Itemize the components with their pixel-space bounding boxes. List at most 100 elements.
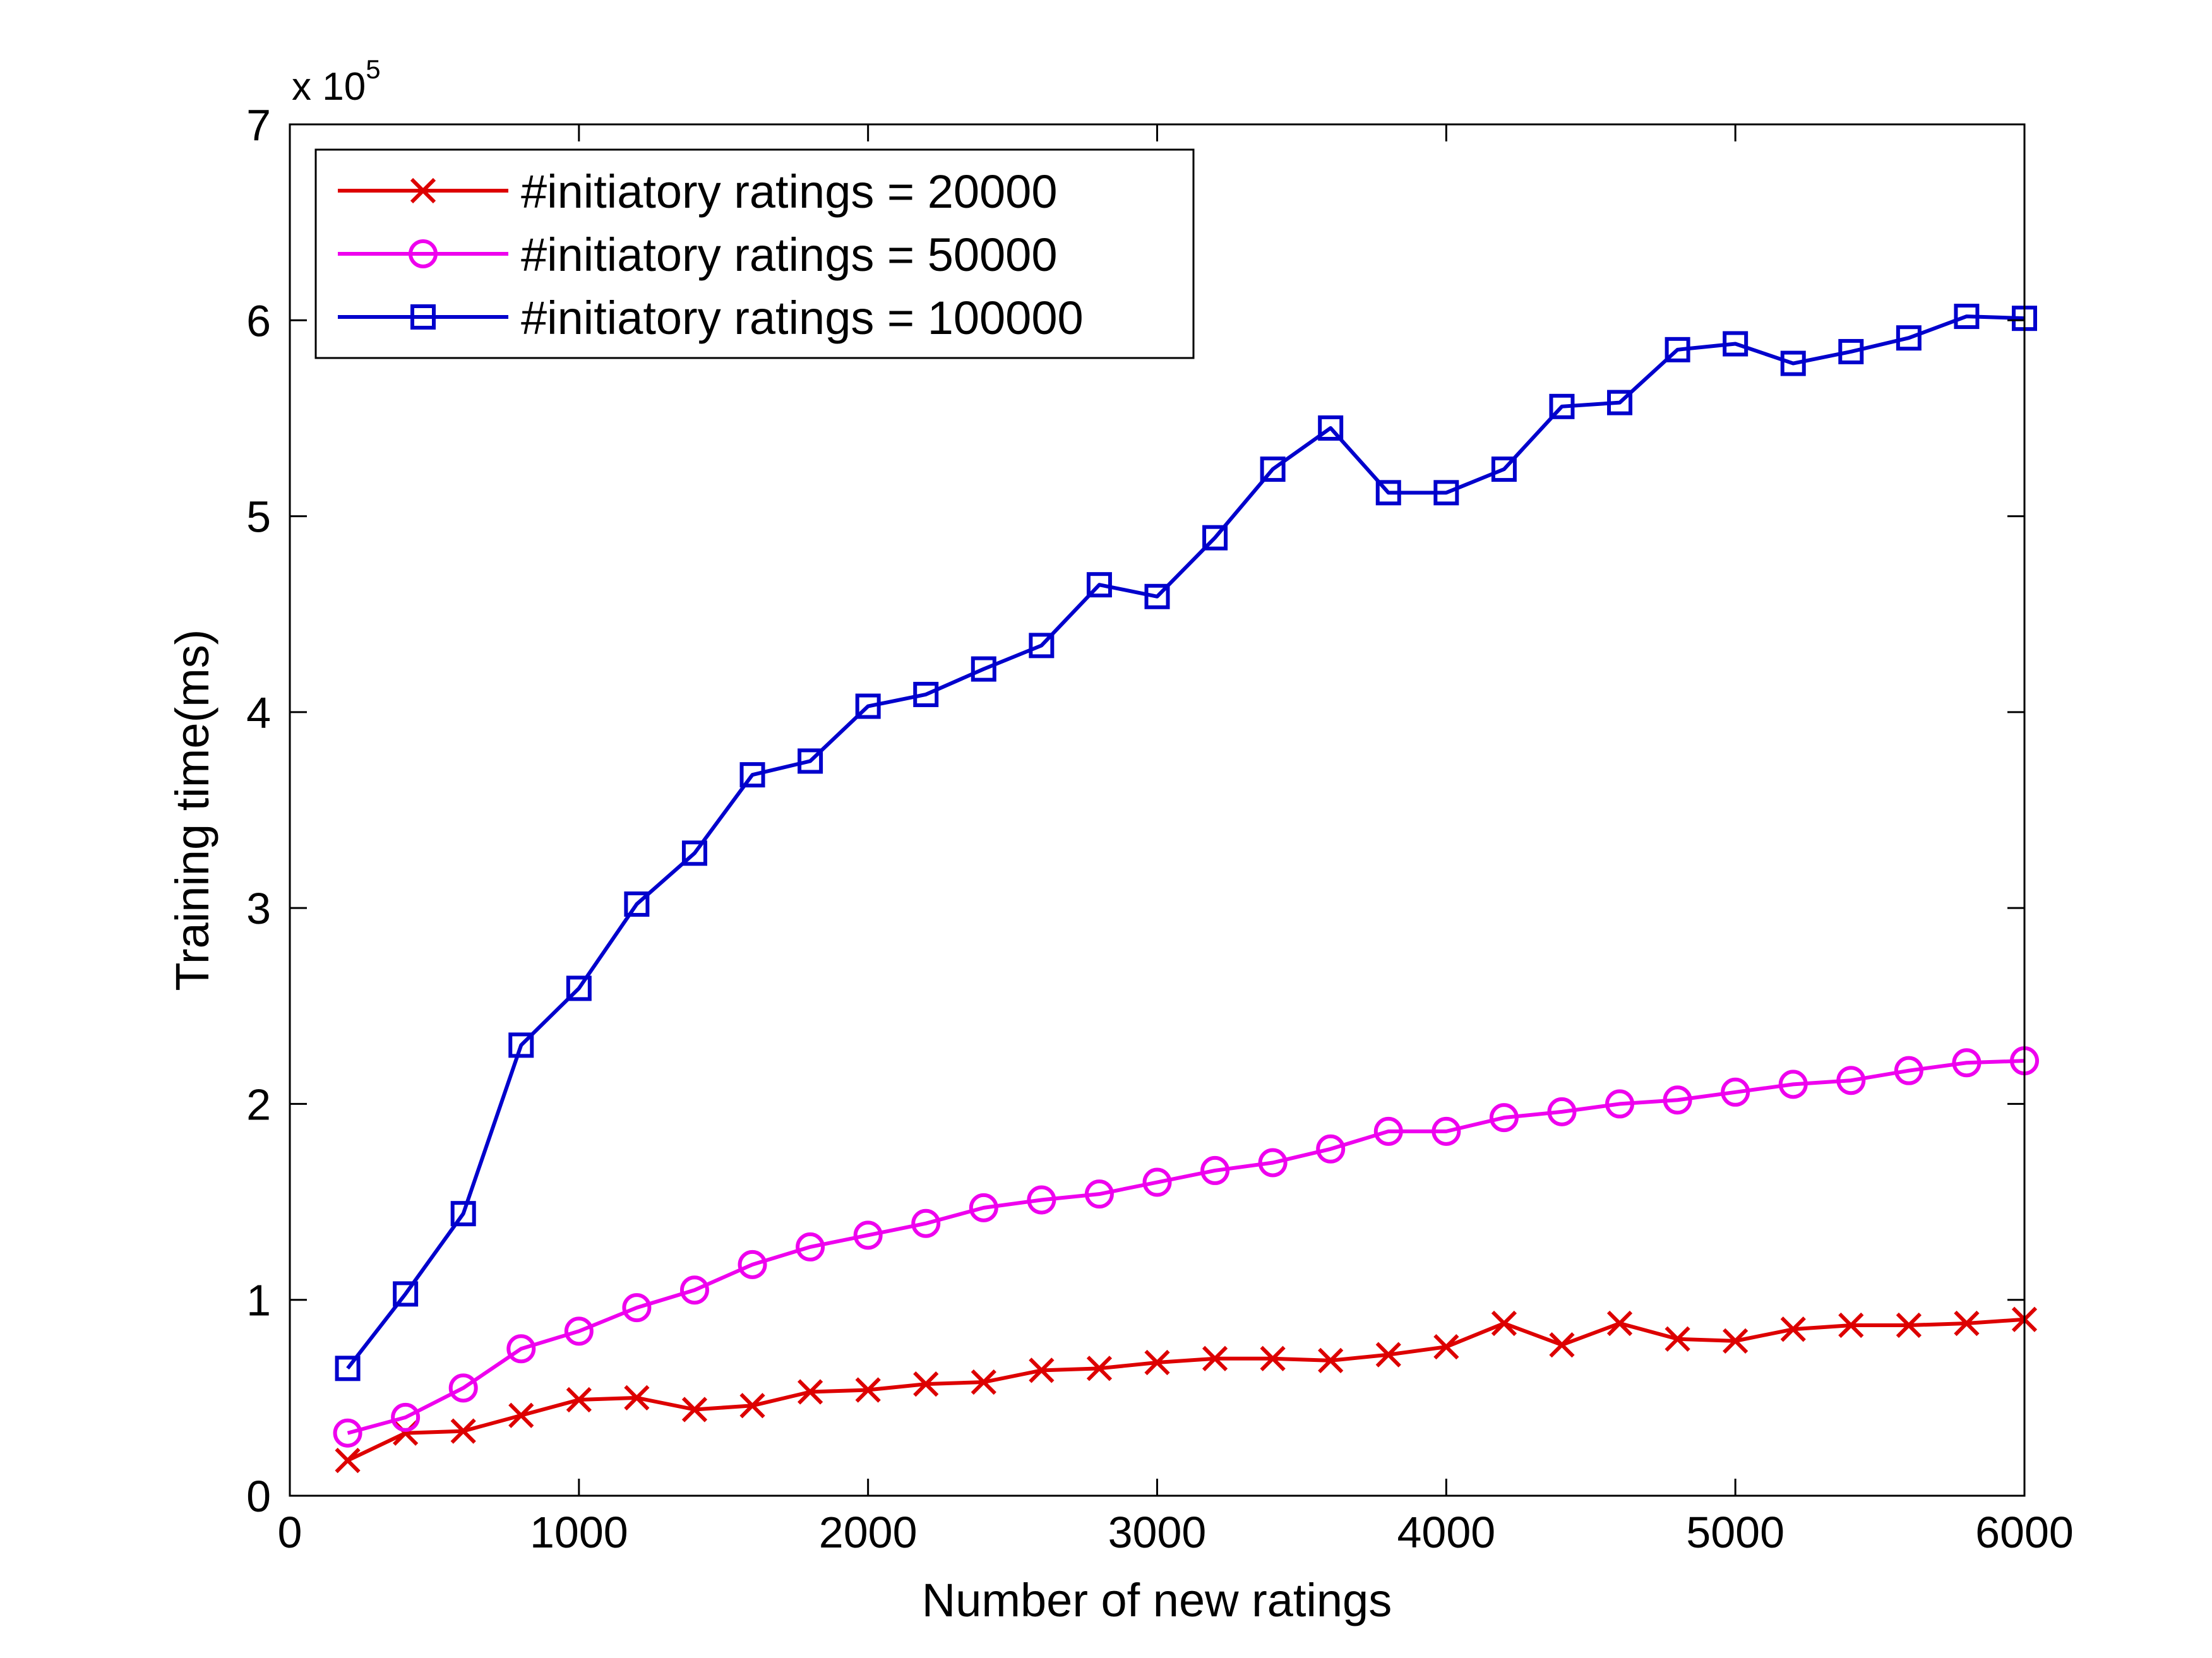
data-point — [913, 1371, 939, 1397]
data-point — [1896, 1312, 1922, 1339]
data-point — [797, 1379, 823, 1405]
data-point — [1894, 1056, 1923, 1085]
x-axis-label: Number of new ratings — [922, 1574, 1392, 1626]
data-point — [391, 1402, 421, 1432]
data-point — [1547, 1097, 1577, 1126]
data-point — [1433, 1334, 1459, 1360]
y-tick-label: 0 — [246, 1472, 271, 1521]
y-axis-exponent-power: 5 — [366, 54, 380, 84]
data-point — [1836, 1066, 1866, 1095]
data-point — [1029, 633, 1055, 659]
data-point — [1375, 480, 1401, 506]
data-point — [1086, 572, 1112, 598]
y-tick-label: 6 — [246, 296, 271, 345]
legend-item: #initiatory ratings = 50000 — [338, 229, 1057, 281]
data-point — [1491, 1310, 1517, 1337]
data-point — [1202, 1345, 1228, 1371]
legend-label: #initiatory ratings = 100000 — [521, 292, 1084, 344]
data-point — [681, 840, 707, 866]
tick-group: 0 1000 2000 3000 4000 5000 6000 0 1 2 3 4 5 6 7 — [246, 100, 2074, 1557]
data-point — [971, 656, 996, 682]
data-point — [913, 681, 939, 707]
data-point — [739, 1393, 765, 1419]
data-point — [1433, 480, 1459, 506]
data-point — [1260, 456, 1286, 482]
data-point — [1491, 456, 1517, 482]
data-point — [508, 1402, 534, 1428]
x-tick-label: 4000 — [1397, 1508, 1495, 1557]
data-point — [566, 1387, 592, 1413]
data-point — [1663, 1085, 1692, 1115]
data-point — [566, 975, 592, 1001]
data-point — [1721, 1077, 1750, 1107]
series-line — [347, 1059, 2025, 1435]
data-point — [738, 1249, 767, 1279]
data-point — [1838, 1312, 1864, 1339]
legend-label: #initiatory ratings = 20000 — [521, 165, 1057, 218]
data-point — [1318, 415, 1344, 441]
data-point — [1144, 1349, 1170, 1376]
data-point — [1778, 1070, 1808, 1099]
data-point — [853, 1220, 883, 1250]
data-point — [681, 1397, 708, 1422]
legend-swatch-marker — [409, 239, 438, 268]
data-point — [448, 1373, 478, 1403]
data-point — [1373, 1116, 1403, 1146]
data-point — [333, 1418, 362, 1448]
data-point — [1316, 1134, 1346, 1164]
series-2 — [333, 1046, 2039, 1448]
data-point — [1780, 350, 1806, 376]
data-point — [624, 891, 650, 917]
data-point — [1084, 1179, 1114, 1209]
legend: #initiatory ratings = 20000 #initiatory r… — [314, 148, 1195, 359]
y-tick-label: 7 — [246, 100, 271, 150]
data-point — [1144, 583, 1170, 609]
legend-swatch-marker — [410, 177, 436, 204]
data-point — [1723, 331, 1749, 357]
data-point — [1954, 1310, 1980, 1337]
data-point — [1260, 1345, 1286, 1371]
data-point — [1318, 1347, 1344, 1374]
data-point — [450, 1201, 476, 1227]
y-axis-exponent: x 105 — [292, 54, 381, 109]
data-point — [1607, 390, 1633, 415]
data-point — [508, 1032, 534, 1058]
data-point — [855, 693, 881, 719]
data-point — [393, 1281, 419, 1307]
legend-label: #initiatory ratings = 50000 — [521, 229, 1057, 281]
data-point — [450, 1418, 476, 1444]
y-tick-label: 1 — [246, 1276, 271, 1325]
y-tick-label: 3 — [246, 884, 271, 933]
data-point — [1258, 1148, 1288, 1178]
legend-item: #initiatory ratings = 20000 — [338, 165, 1057, 218]
data-point — [335, 1356, 361, 1381]
data-point — [739, 762, 765, 788]
data-point — [1027, 1185, 1056, 1215]
data-point — [1665, 1326, 1690, 1352]
data-point — [1605, 1089, 1635, 1119]
data-point — [335, 1448, 361, 1474]
data-point — [1200, 1155, 1230, 1185]
data-point — [1606, 1310, 1633, 1337]
x-tick-label: 5000 — [1686, 1508, 1785, 1557]
data-point — [624, 1385, 650, 1410]
plot-frame — [289, 123, 2026, 1497]
y-axis-label: Training time(ms) — [166, 629, 218, 991]
data-point — [1838, 338, 1864, 364]
data-point — [1202, 525, 1228, 551]
data-point — [1489, 1103, 1519, 1133]
data-point — [911, 1208, 941, 1238]
data-point — [1375, 1342, 1401, 1368]
data-point — [1142, 1167, 1172, 1197]
legend-item: #initiatory ratings = 100000 — [338, 292, 1084, 344]
data-point — [1432, 1116, 1461, 1146]
data-point — [1665, 337, 1690, 362]
data-point — [506, 1334, 536, 1364]
data-point — [1549, 1332, 1575, 1358]
y-tick-label: 2 — [246, 1080, 271, 1129]
data-point — [971, 1369, 996, 1395]
data-point — [796, 1232, 825, 1261]
series-line — [347, 1317, 2025, 1462]
data-point — [855, 1377, 881, 1403]
